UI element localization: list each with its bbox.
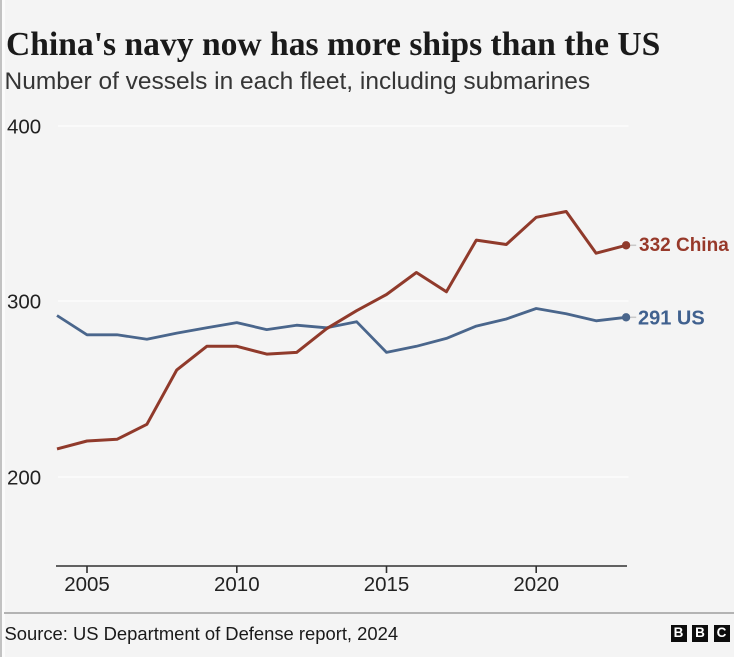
svg-text:2015: 2015 xyxy=(364,573,410,596)
svg-text:200: 200 xyxy=(7,466,41,489)
svg-text:2020: 2020 xyxy=(513,573,559,596)
svg-text:332 China: 332 China xyxy=(639,235,729,256)
svg-text:291 US: 291 US xyxy=(638,308,705,330)
svg-text:300: 300 xyxy=(7,290,41,313)
svg-text:2010: 2010 xyxy=(214,573,260,596)
svg-text:2005: 2005 xyxy=(64,573,110,596)
svg-text:400: 400 xyxy=(7,115,41,138)
